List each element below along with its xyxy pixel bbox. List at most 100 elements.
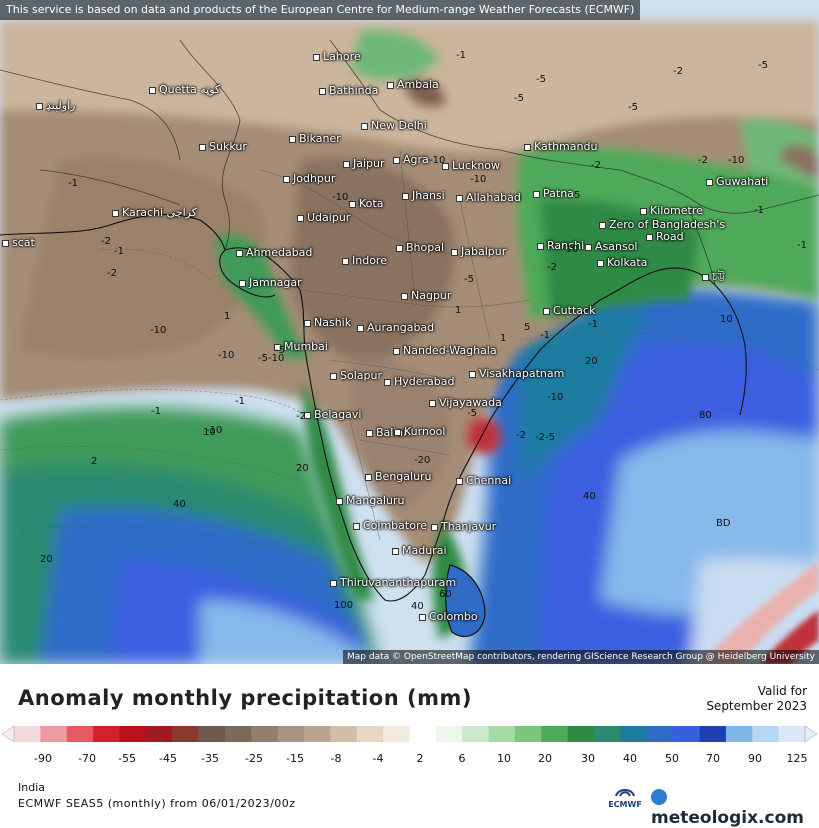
- city-label: Ranchi: [537, 239, 584, 252]
- colorbar-segment: [304, 726, 331, 742]
- legend-tick-label: 125: [786, 752, 808, 765]
- city-label: Thiruvananthapuram: [330, 576, 456, 589]
- contour-value-label: 40: [583, 491, 596, 502]
- city-label: New Delhi: [361, 119, 427, 132]
- valid-date: September 2023: [706, 699, 807, 713]
- contour-value-label: -2: [101, 236, 111, 247]
- contour-value-label: 10: [720, 314, 733, 325]
- contour-value-label: -10: [218, 350, 235, 361]
- city-label: Karachi كراچى: [112, 206, 197, 219]
- contour-value-label: -1: [540, 330, 550, 341]
- contour-value-label: -10: [429, 155, 446, 166]
- colorbar-segment: [488, 726, 516, 742]
- valid-label: Valid for: [757, 684, 807, 698]
- ecmwf-logo-icon: [615, 789, 635, 797]
- colorbar-segment: [541, 726, 569, 742]
- city-label: Bhopal: [396, 241, 444, 254]
- legend-tick-label: 70: [706, 752, 720, 765]
- colorbar-segment: [778, 726, 806, 742]
- colorbar-segment: [435, 726, 463, 742]
- ecmwf-disclaimer-banner: This service is based on data and produc…: [0, 0, 641, 20]
- colorbar-segment: [409, 726, 437, 742]
- colorbar-left-arrow: [1, 725, 15, 743]
- legend-tick-label: -25: [245, 752, 263, 765]
- contour-value-label: -1: [456, 50, 466, 61]
- city-label: Ambala: [387, 78, 439, 91]
- ecmwf-logo-text: ECMWF: [608, 800, 642, 809]
- city-label: Asansol: [585, 240, 638, 253]
- contour-value-label: 80: [699, 410, 712, 421]
- contour-value-label: -20: [414, 455, 431, 466]
- city-label: চট্ট: [702, 268, 725, 287]
- contour-value-label: 40: [173, 499, 186, 510]
- contour-value-label: 40: [411, 601, 424, 612]
- colorbar-segment: [66, 726, 94, 742]
- contour-value-label: 20: [296, 463, 309, 474]
- city-label: Coimbatore: [353, 519, 427, 532]
- contour-value-label: -5: [467, 408, 477, 419]
- contour-value-label: -5: [275, 345, 285, 356]
- colorbar-segment: [462, 726, 490, 742]
- ecmwf-logo: ECMWF: [605, 784, 645, 809]
- contour-value-label: -2: [516, 430, 526, 441]
- city-label: Zero of Bangladesh's: [599, 218, 725, 231]
- colorbar-segment: [119, 726, 147, 742]
- city-label: Bengaluru: [365, 470, 432, 483]
- contour-value-label: 10: [203, 427, 216, 438]
- city-label: Cuttack: [543, 304, 595, 317]
- contour-value-label: -10: [150, 325, 167, 336]
- legend-tick-label: 30: [581, 752, 595, 765]
- legend-tick-label: -90: [34, 752, 52, 765]
- contour-value-label: -5: [514, 93, 524, 104]
- colorbar-segment: [725, 726, 753, 742]
- city-label: راولپنډ: [36, 99, 75, 112]
- city-label: Visakhapatnam: [469, 367, 564, 380]
- contour-value-label: -10: [470, 174, 487, 185]
- contour-value-label: 5: [524, 322, 531, 333]
- map-base-layer: [0, 20, 819, 664]
- contour-value-label: -1: [151, 406, 161, 417]
- city-label: Quetta كوټه: [149, 83, 220, 96]
- city-label: Guwahati: [706, 175, 768, 188]
- contour-value-label: -2: [591, 160, 601, 171]
- city-label: Jabalpur: [451, 245, 506, 258]
- contour-value-label: -5: [536, 74, 546, 85]
- valid-period: Valid for September 2023: [706, 684, 807, 714]
- colorbar-segment: [514, 726, 542, 742]
- legend-tick-label: 20: [538, 752, 552, 765]
- legend-tick-label: -70: [78, 752, 96, 765]
- contour-value-label: -5: [628, 102, 638, 113]
- legend-tick-label: 40: [623, 752, 637, 765]
- meteologix-brand[interactable]: meteologix.com: [651, 788, 819, 828]
- colorbar-segment: [620, 726, 648, 742]
- map-title: Anomaly monthly precipitation (mm): [18, 686, 472, 710]
- city-label: Ahmedabad: [236, 246, 312, 259]
- city-label: Kota: [349, 197, 383, 210]
- legend-tick-label: -35: [201, 752, 219, 765]
- contour-value-label: -10: [332, 192, 349, 203]
- colorbar-segment: [40, 726, 68, 742]
- legend-tick-label: 90: [748, 752, 762, 765]
- city-label: Allahabad: [456, 191, 521, 204]
- colorbar-segment: [224, 726, 252, 742]
- contour-value-label: BD: [716, 518, 731, 529]
- colorbar-right-arrow: [804, 725, 818, 743]
- city-label: Jaipur: [343, 157, 385, 170]
- city-label: Kurnool: [394, 425, 445, 438]
- city-label: Agra: [393, 153, 429, 166]
- city-label: Belagavi: [304, 408, 361, 421]
- city-label: Nanded-Waghala: [393, 344, 497, 357]
- contour-value-label: 1: [455, 305, 462, 316]
- contour-value-label: -10: [728, 155, 745, 166]
- contour-value-label: 60: [439, 589, 452, 600]
- meteologix-globe-icon: [651, 789, 667, 805]
- legend-tick-label: -15: [286, 752, 304, 765]
- colorbar-segment: [251, 726, 279, 742]
- city-label: Sukkur: [199, 140, 247, 153]
- contour-value-label: -2: [698, 155, 708, 166]
- precipitation-anomaly-map[interactable]: This service is based on data and produc…: [0, 0, 819, 664]
- colorbar-segment: [673, 726, 701, 742]
- contour-value-label: 2: [91, 456, 98, 467]
- legend-tick-label: -4: [372, 752, 384, 765]
- contour-value-label: -1: [754, 205, 764, 216]
